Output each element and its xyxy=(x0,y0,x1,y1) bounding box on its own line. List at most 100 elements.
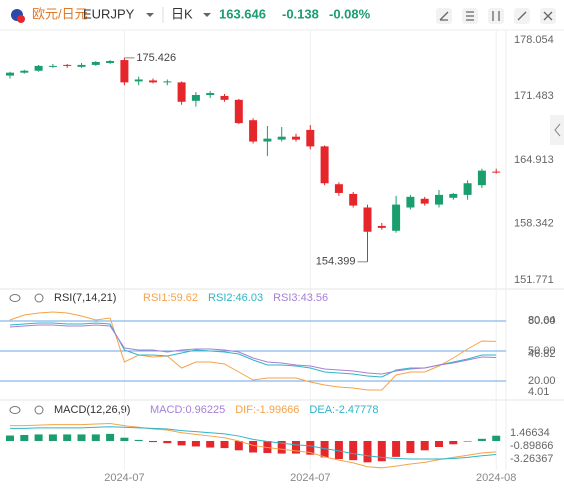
candle-body xyxy=(477,170,486,186)
candle-body xyxy=(177,82,186,102)
macd-line xyxy=(10,426,497,460)
rsi-tick-label: 50.00 xyxy=(528,345,556,357)
candle-body xyxy=(406,196,415,208)
candle-body xyxy=(120,60,129,83)
candle-body xyxy=(292,136,300,140)
macd-bar xyxy=(6,435,14,441)
symbol-name[interactable]: 欧元/日元 xyxy=(32,6,88,21)
candle-tool[interactable] xyxy=(488,8,504,24)
eye-icon[interactable] xyxy=(9,406,21,414)
legend-entry: RSI3:43.56 xyxy=(273,292,328,304)
rsi-value-label: 80.64 xyxy=(528,314,556,326)
candle-body xyxy=(91,62,100,65)
price-tick-label: 158.342 xyxy=(514,217,554,229)
macd-bar xyxy=(234,440,243,451)
rsi-line xyxy=(9,324,497,375)
candle-body xyxy=(206,93,215,95)
macd-bar xyxy=(177,440,186,446)
macd-bar xyxy=(320,440,329,458)
candle-body xyxy=(77,64,86,67)
settings-icon[interactable] xyxy=(34,405,44,415)
side-arrow xyxy=(554,123,561,137)
candle-body xyxy=(48,65,57,67)
candle-body xyxy=(306,129,315,147)
dropdown-arrow[interactable] xyxy=(146,13,154,17)
macd-tick-label: -3.26367 xyxy=(510,453,553,465)
macd-bar xyxy=(377,440,386,462)
high-label: 175.426 xyxy=(136,52,176,64)
macd-bar xyxy=(392,440,401,457)
macd-bar xyxy=(106,433,115,441)
macd-bar xyxy=(477,438,486,441)
candle-body xyxy=(163,81,172,83)
macd-bar xyxy=(263,440,272,454)
dropdown-arrow[interactable] xyxy=(203,13,211,17)
last-price: 163.646 xyxy=(219,6,266,21)
macd-bar xyxy=(20,434,29,441)
eye-icon[interactable] xyxy=(9,294,21,302)
low-label: 154.399 xyxy=(316,256,356,268)
time-label: 2024-07 xyxy=(290,472,330,484)
macd-bar xyxy=(77,434,86,441)
macd-tick-label: 1.46634 xyxy=(510,427,550,439)
candle-body xyxy=(263,138,272,142)
candle-icon xyxy=(492,11,500,21)
candle-body xyxy=(435,194,443,205)
fullscreen-icon xyxy=(517,11,527,21)
currency-icon xyxy=(17,15,25,23)
legend-entry: RSI1:59.62 xyxy=(143,292,198,304)
macd-bar xyxy=(120,437,129,441)
macd-bar xyxy=(449,440,458,445)
candle-body xyxy=(106,61,115,63)
macd-bar xyxy=(249,440,258,453)
candle-body xyxy=(149,80,157,83)
close-icon xyxy=(543,11,553,21)
settings-icon[interactable] xyxy=(34,293,44,303)
candle-body xyxy=(6,72,14,76)
candle-body xyxy=(63,64,72,66)
period[interactable]: 日K xyxy=(171,6,193,21)
side-panel-toggle[interactable] xyxy=(550,115,564,145)
price-change-pct: -0.08% xyxy=(329,6,371,21)
price-tick-label: 164.913 xyxy=(514,154,554,166)
macd-tick-label: -0.89866 xyxy=(510,440,553,452)
candle-body xyxy=(492,171,501,173)
candle-body xyxy=(234,99,243,124)
macd-title: MACD(12,26,9) xyxy=(54,404,130,416)
macd-bar xyxy=(134,439,143,441)
legend-entry: MACD:0.96225 xyxy=(150,404,225,416)
macd-bar xyxy=(191,440,200,447)
legend-entry: RSI2:46.03 xyxy=(208,292,263,304)
indicator-icon xyxy=(466,11,474,21)
time-label: 2024-08 xyxy=(476,472,516,484)
price-change: -0.138 xyxy=(282,6,319,21)
candle-body xyxy=(220,95,229,100)
macd-bar xyxy=(435,440,443,448)
rsi-line xyxy=(9,322,497,378)
rsi-value-label: 4.01 xyxy=(528,386,549,398)
rsi-value-label: 46.82 xyxy=(528,348,556,360)
time-label: 2024-07 xyxy=(104,472,144,484)
candle-body xyxy=(420,198,429,204)
price-tick-label: 151.771 xyxy=(514,274,554,286)
symbol-code[interactable]: EURJPY xyxy=(83,6,135,21)
macd-bar xyxy=(34,434,43,441)
macd-bar xyxy=(463,440,472,442)
macd-bar xyxy=(420,440,429,451)
macd-bar xyxy=(277,440,286,454)
rsi-tick-label: 20.00 xyxy=(528,375,556,387)
macd-bar xyxy=(48,434,57,441)
price-tick-label: 171.483 xyxy=(514,90,554,102)
macd-bar xyxy=(363,440,372,463)
macd-bar xyxy=(406,440,415,454)
candle-body xyxy=(392,204,401,231)
candle-body xyxy=(134,79,143,82)
macd-bar xyxy=(492,435,501,441)
candle-body xyxy=(34,65,43,71)
macd-bar xyxy=(292,440,300,454)
candle-body xyxy=(449,193,458,198)
macd-bar xyxy=(206,440,215,448)
candle-body xyxy=(349,193,358,206)
candle-body xyxy=(363,207,372,232)
